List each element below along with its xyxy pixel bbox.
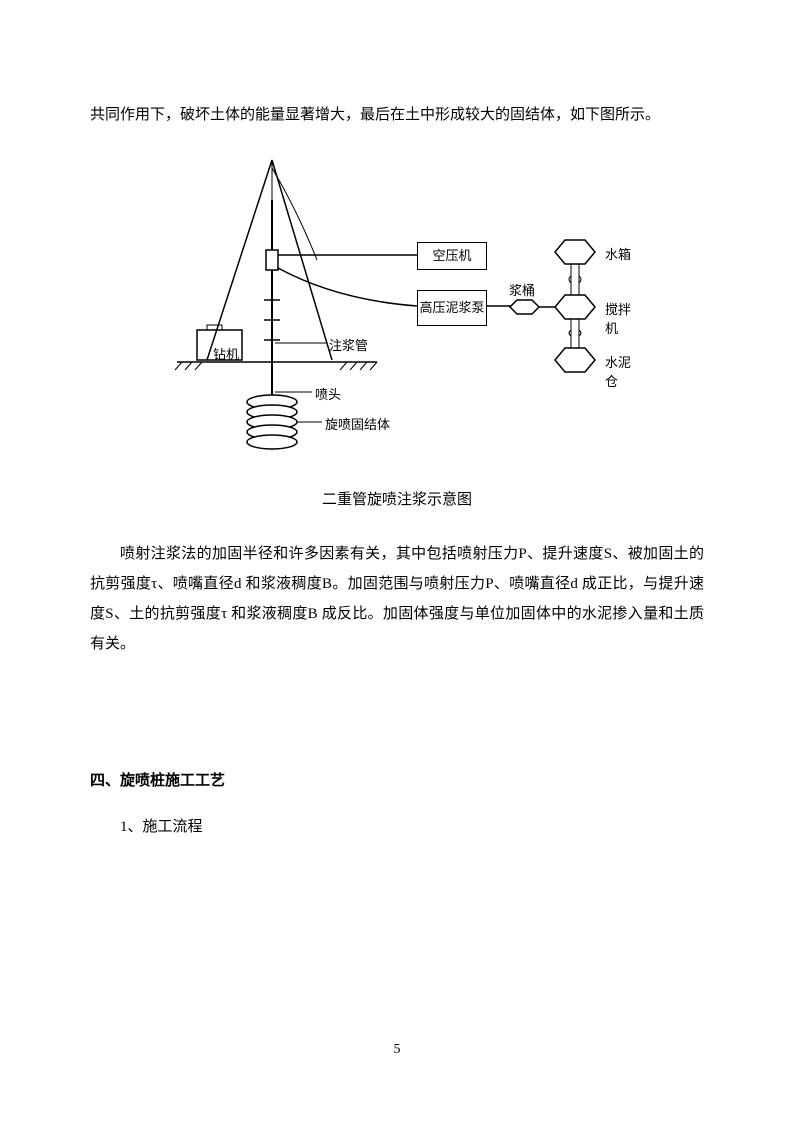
diagram-caption: 二重管旋喷注浆示意图 xyxy=(90,488,704,509)
section-item-1: 1、施工流程 xyxy=(90,815,704,836)
grouting-pipe-label: 注浆管 xyxy=(329,335,368,354)
diagram-container: 空压机 高压泥浆泵 钻机 水箱 搅拌机 水泥仓 浆桶 注浆管 喷头 旋喷固结体 xyxy=(90,150,704,480)
water-tank-label: 水箱 xyxy=(605,244,631,263)
diagram: 空压机 高压泥浆泵 钻机 水箱 搅拌机 水泥仓 浆桶 注浆管 喷头 旋喷固结体 xyxy=(157,150,637,480)
slurry-bucket-label: 浆桶 xyxy=(509,280,535,299)
air-compressor-label: 空压机 xyxy=(432,248,471,264)
diagram-svg xyxy=(157,150,637,480)
mud-pump-label: 高压泥浆泵 xyxy=(419,300,484,316)
mud-pump-box: 高压泥浆泵 xyxy=(417,290,487,326)
air-compressor-box: 空压机 xyxy=(417,242,487,270)
cement-silo-label: 水泥仓 xyxy=(605,352,637,390)
drill-rig-label: 钻机 xyxy=(213,344,239,363)
page-number: 5 xyxy=(0,1042,794,1058)
jet-column-label: 旋喷固结体 xyxy=(325,414,390,433)
nozzle-label: 喷头 xyxy=(315,384,341,403)
intro-paragraph: 共同作用下，破坏土体的能量显著增大，最后在土中形成较大的固结体，如下图所示。 xyxy=(90,100,704,130)
mixer-label: 搅拌机 xyxy=(605,299,637,337)
section-title: 四、旋喷桩施工工艺 xyxy=(90,769,704,790)
body-paragraph: 喷射注浆法的加固半径和许多因素有关，其中包括喷射压力P、提升速度S、被加固土的抗… xyxy=(90,539,704,659)
